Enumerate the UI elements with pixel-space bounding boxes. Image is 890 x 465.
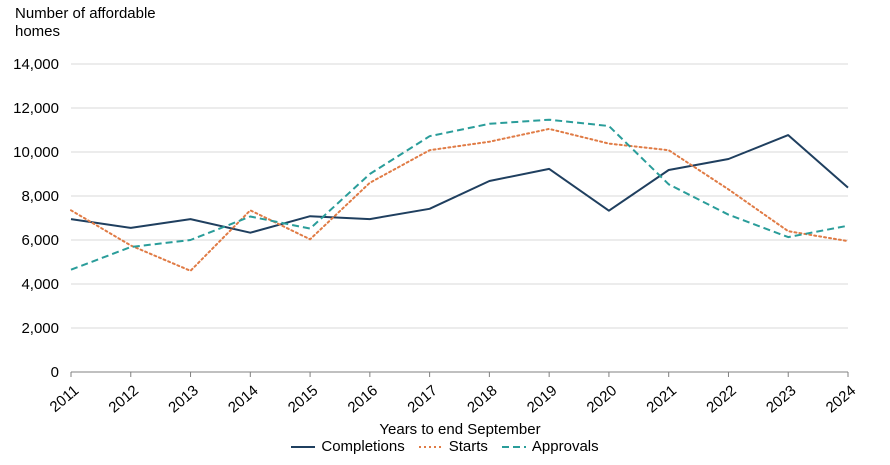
x-tick-label: 2024 bbox=[823, 382, 859, 416]
y-tick-label: 2,000 bbox=[21, 320, 59, 337]
series-line-approvals bbox=[70, 118, 849, 271]
x-tick-label: 2018 bbox=[464, 382, 500, 416]
legend-label: Approvals bbox=[531, 438, 599, 455]
series-lines bbox=[70, 118, 849, 272]
y-tick-label: 8,000 bbox=[21, 188, 59, 205]
x-tick-label: 2014 bbox=[225, 382, 261, 416]
x-tick-label: 2017 bbox=[404, 382, 440, 416]
legend-swatch bbox=[501, 445, 526, 448]
legend-swatch bbox=[291, 445, 316, 448]
legend-swatch bbox=[418, 445, 443, 448]
x-tick-label: 2013 bbox=[165, 382, 201, 416]
x-tick-label: 2015 bbox=[285, 382, 321, 416]
legend: Completions Starts Approvals bbox=[0, 438, 890, 455]
legend-item-approvals: Approvals bbox=[501, 438, 599, 455]
legend-label: Completions bbox=[321, 438, 405, 455]
x-tick-label: 2022 bbox=[703, 382, 739, 416]
x-tick-label: 2012 bbox=[106, 382, 142, 416]
legend-item-completions: Completions bbox=[291, 438, 405, 455]
gridlines bbox=[71, 63, 848, 329]
axes bbox=[70, 371, 849, 377]
legend-item-starts: Starts bbox=[418, 438, 488, 455]
y-tick-label: 12,000 bbox=[13, 100, 59, 117]
y-axis-label-line-2: homes bbox=[15, 23, 61, 40]
x-tick-label: 2021 bbox=[643, 382, 679, 416]
x-tick-label: 2011 bbox=[47, 382, 83, 416]
legend-label: Starts bbox=[448, 438, 488, 455]
series-line-starts bbox=[70, 127, 849, 272]
y-tick-labels: 0 2,000 4,000 6,000 8,000 10,000 12,000 14,000 bbox=[13, 56, 59, 381]
x-axis-label: Years to end September bbox=[379, 421, 540, 438]
x-tick-label: 2020 bbox=[584, 382, 620, 416]
y-tick-label: 14,000 bbox=[13, 56, 59, 73]
y-tick-label: 6,000 bbox=[21, 232, 59, 249]
x-tick-label: 2016 bbox=[345, 382, 381, 416]
x-tick-labels: 2011 2012 2013 2014 2015 2016 2017 2018 2019 2020… bbox=[47, 382, 860, 416]
x-tick-label: 2023 bbox=[763, 382, 799, 416]
x-tick-label: 2019 bbox=[524, 382, 560, 416]
y-tick-label: 4,000 bbox=[21, 276, 59, 293]
y-tick-label: 0 bbox=[51, 364, 59, 381]
y-tick-label: 10,000 bbox=[13, 144, 59, 161]
series-line-completions bbox=[70, 134, 849, 234]
y-axis-label-line-1: Number of affordable bbox=[15, 5, 156, 22]
